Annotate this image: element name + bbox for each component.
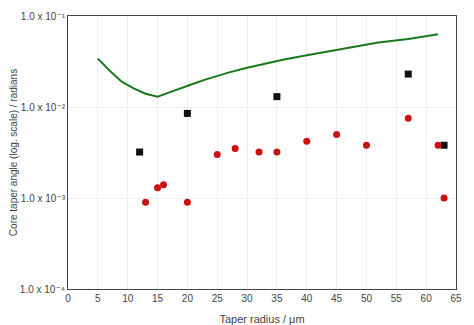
svg-text:30: 30 (242, 293, 254, 304)
svg-text:1.0 x 10⁻¹: 1.0 x 10⁻¹ (21, 11, 66, 22)
svg-text:10: 10 (122, 293, 134, 304)
svg-text:25: 25 (212, 293, 224, 304)
svg-text:35: 35 (271, 293, 283, 304)
svg-text:60: 60 (421, 293, 433, 304)
svg-text:55: 55 (391, 293, 403, 304)
svg-text:Core taper angle (log. scale): Core taper angle (log. scale) / radians (8, 69, 19, 236)
svg-text:0: 0 (65, 293, 71, 304)
svg-text:20: 20 (182, 293, 194, 304)
svg-text:40: 40 (301, 293, 313, 304)
svg-text:45: 45 (331, 293, 343, 304)
svg-text:1.0 x 10⁻⁴: 1.0 x 10⁻⁴ (20, 284, 65, 295)
svg-text:15: 15 (152, 293, 164, 304)
svg-text:Taper radius / μm: Taper radius / μm (219, 313, 304, 325)
svg-text:1.0 x 10⁻³: 1.0 x 10⁻³ (21, 193, 66, 204)
svg-text:5: 5 (95, 293, 101, 304)
svg-text:1.0 x 10⁻²: 1.0 x 10⁻² (21, 102, 66, 113)
svg-text:65: 65 (450, 293, 462, 304)
svg-text:50: 50 (361, 293, 373, 304)
